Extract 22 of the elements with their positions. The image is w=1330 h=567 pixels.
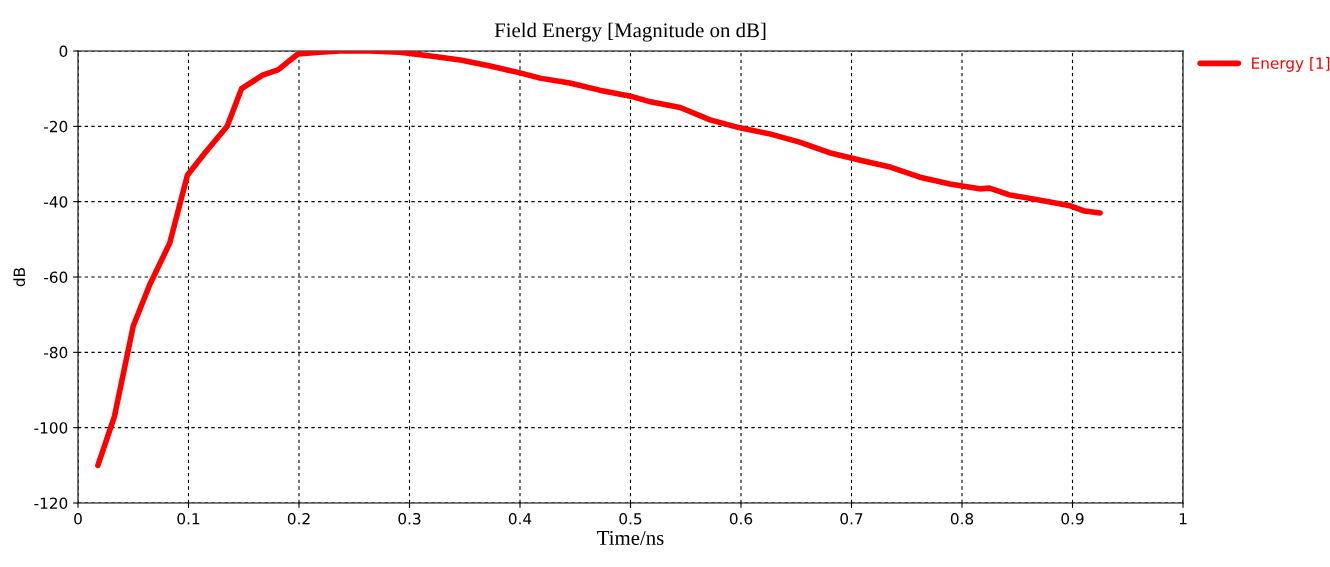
- x-axis-title: Time/ns: [597, 530, 664, 545]
- y-tick-label: -40: [44, 196, 68, 208]
- y-tick-label: -20: [44, 120, 68, 133]
- x-tick-label: 0.3: [398, 512, 421, 525]
- x-tick-label: 0.9: [1061, 512, 1084, 525]
- x-tick-label: 0.5: [619, 512, 642, 525]
- y-tick-label: -100: [34, 422, 68, 434]
- x-tick-label: 0.1: [177, 512, 200, 525]
- x-tick-label: 0.2: [287, 512, 310, 525]
- x-tick-label: 0: [74, 512, 82, 525]
- y-tick-label: -80: [44, 346, 68, 359]
- x-tick-label: 0.6: [729, 512, 753, 525]
- legend-label: Energy [1]: [1252, 57, 1330, 72]
- y-tick-label: -120: [34, 497, 68, 510]
- y-tick-label: 0: [59, 45, 68, 58]
- chart-title: Field Energy [Magnitude on dB]: [494, 22, 766, 42]
- y-tick-label: -60: [44, 271, 68, 284]
- x-tick-label: 0.4: [508, 512, 532, 525]
- x-tick-label: 1: [1179, 513, 1187, 525]
- x-tick-label: 0.8: [950, 512, 974, 525]
- y-axis-title: dB: [13, 267, 26, 287]
- x-tick-label: 0.7: [840, 512, 863, 525]
